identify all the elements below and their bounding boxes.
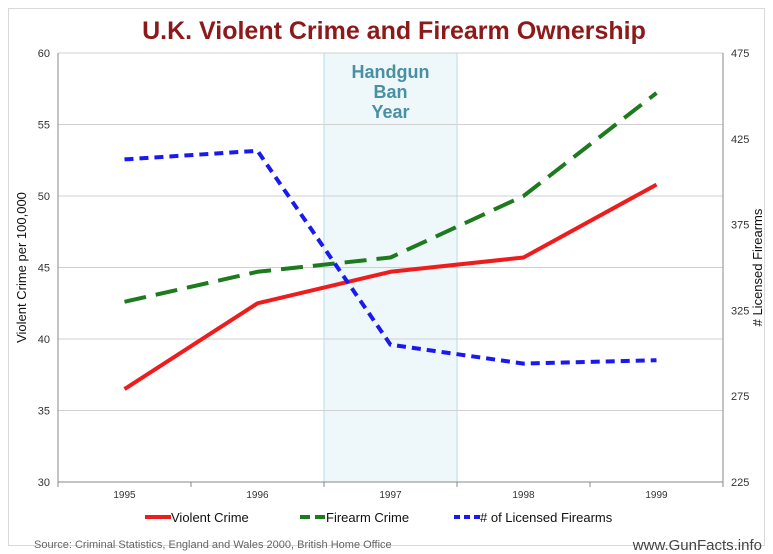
y-tick-label-left: 35 bbox=[38, 406, 50, 418]
x-tick-label: 1995 bbox=[113, 490, 136, 501]
y-tick-label-left: 60 bbox=[38, 48, 50, 60]
y-axis-label-left: Violent Crime per 100,000 bbox=[14, 192, 29, 343]
legend-label: Firearm Crime bbox=[326, 510, 409, 525]
y-tick-label-right: 475 bbox=[731, 48, 749, 60]
y-tick-label-right: 275 bbox=[731, 391, 749, 403]
legend-label: # of Licensed Firearms bbox=[480, 510, 613, 525]
chart-title: U.K. Violent Crime and Firearm Ownership bbox=[142, 17, 646, 45]
y-tick-label-right: 425 bbox=[731, 134, 749, 146]
x-tick-label: 1997 bbox=[379, 490, 402, 501]
y-tick-label-right: 325 bbox=[731, 305, 749, 317]
annotation-line: Handgun bbox=[352, 62, 430, 82]
x-tick-label: 1998 bbox=[512, 490, 535, 501]
legend-label: Violent Crime bbox=[171, 510, 249, 525]
annotation-line: Ban bbox=[373, 82, 407, 102]
y-axis-label-right: # Licensed Firearms bbox=[750, 208, 765, 326]
y-tick-label-left: 40 bbox=[38, 334, 50, 346]
x-tick-label: 1996 bbox=[246, 490, 269, 501]
y-tick-label-left: 50 bbox=[38, 191, 50, 203]
annotation-line: Year bbox=[371, 102, 409, 122]
source-note: Source: Criminal Statistics, England and… bbox=[34, 539, 392, 551]
site-watermark: www.GunFacts.info bbox=[632, 537, 762, 554]
x-tick-label: 1999 bbox=[645, 490, 668, 501]
y-tick-label-right: 225 bbox=[731, 477, 749, 489]
y-tick-label-left: 30 bbox=[38, 477, 50, 489]
y-tick-label-right: 375 bbox=[731, 220, 749, 232]
y-tick-label-left: 45 bbox=[38, 263, 50, 275]
y-tick-label-left: 55 bbox=[38, 120, 50, 132]
chart-frame bbox=[8, 8, 765, 546]
